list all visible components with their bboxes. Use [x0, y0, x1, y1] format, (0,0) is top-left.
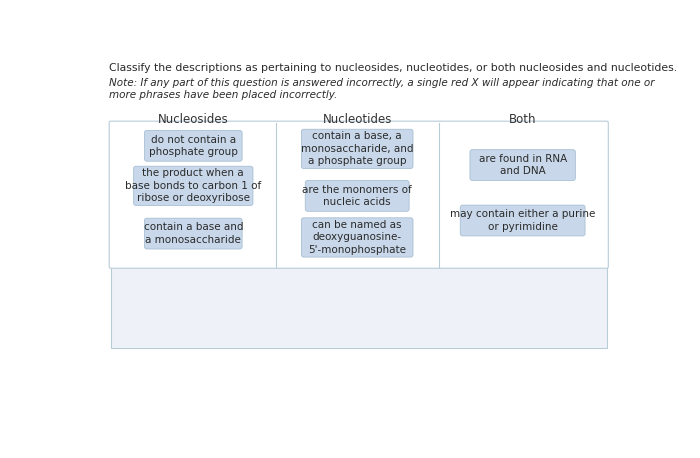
Bar — [111, 263, 607, 348]
Text: Both: Both — [509, 114, 536, 126]
Text: contain a base, a
monosaccharide, and
a phosphate group: contain a base, a monosaccharide, and a … — [301, 131, 414, 166]
FancyBboxPatch shape — [134, 166, 253, 206]
Text: are found in RNA
and DNA: are found in RNA and DNA — [479, 154, 567, 176]
Text: are the monomers of
nucleic acids: are the monomers of nucleic acids — [302, 185, 412, 207]
FancyBboxPatch shape — [109, 121, 608, 268]
Text: Nucleosides: Nucleosides — [158, 114, 229, 126]
Text: can be named as
deoxyguanosine-
5'-monophosphate: can be named as deoxyguanosine- 5'-monop… — [308, 220, 406, 255]
FancyBboxPatch shape — [305, 180, 409, 211]
Text: do not contain a
phosphate group: do not contain a phosphate group — [149, 135, 238, 157]
Text: Classify the descriptions as pertaining to nucleosides, nucleotides, or both nuc: Classify the descriptions as pertaining … — [109, 63, 678, 73]
FancyBboxPatch shape — [144, 131, 242, 161]
FancyBboxPatch shape — [144, 218, 242, 249]
Text: Note: If any part of this question is answered incorrectly, a single red X will : Note: If any part of this question is an… — [109, 78, 655, 100]
Text: Nucleotides: Nucleotides — [323, 114, 392, 126]
Text: contain a base and
a monosaccharide: contain a base and a monosaccharide — [144, 223, 243, 245]
Text: the product when a
base bonds to carbon 1 of
ribose or deoxyribose: the product when a base bonds to carbon … — [125, 169, 261, 203]
Text: may contain either a purine
or pyrimidine: may contain either a purine or pyrimidin… — [450, 209, 595, 232]
FancyBboxPatch shape — [302, 218, 413, 257]
FancyBboxPatch shape — [470, 150, 575, 180]
FancyBboxPatch shape — [302, 129, 413, 169]
FancyBboxPatch shape — [461, 205, 585, 236]
